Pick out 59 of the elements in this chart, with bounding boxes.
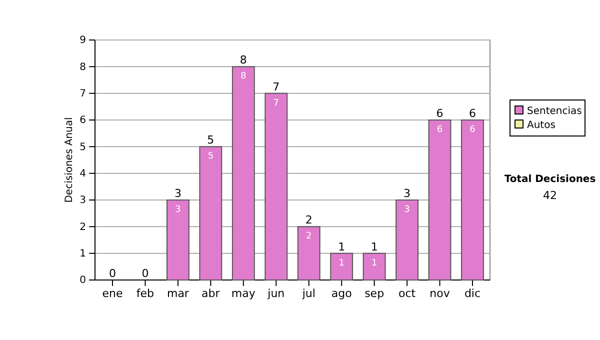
x-tick-label: mar: [166, 286, 190, 300]
y-tick-label: 0: [80, 275, 86, 286]
total-label: 0: [109, 267, 116, 280]
y-tick-label: 7: [80, 88, 86, 100]
y-tick-label: 5: [80, 142, 86, 153]
x-tick-label: oct: [398, 286, 416, 300]
total-label: 3: [404, 187, 411, 200]
total-label: 2: [305, 214, 312, 227]
x-tick-label: abr: [202, 286, 220, 300]
x-tick-label: ago: [331, 286, 352, 300]
x-tick-label: jul: [301, 286, 316, 300]
total-label: 5: [207, 134, 214, 147]
bar: [264, 92, 288, 280]
bar: [330, 252, 354, 280]
y-axis-title: Decisiones Anual: [64, 117, 75, 203]
y-tick-label: 3: [80, 195, 86, 206]
bar: [461, 120, 484, 280]
data-label: 7: [273, 98, 280, 108]
data-label: 3: [404, 205, 410, 215]
total-label: 1: [370, 240, 378, 254]
total-label: 1: [338, 240, 346, 254]
y-tick-label: 9: [80, 35, 86, 46]
data-label: 8: [240, 72, 247, 82]
data-label: 6: [470, 125, 476, 135]
x-tick-label: dic: [464, 286, 481, 300]
y-tick-label: 6: [80, 115, 86, 126]
bar: [199, 146, 222, 280]
bar: [232, 66, 255, 280]
data-label: 5: [208, 152, 214, 162]
text: 42: [543, 189, 557, 202]
bar: [362, 252, 386, 280]
data-label: 2: [306, 232, 312, 242]
x-tick-label: sep: [364, 286, 384, 300]
y-tick-label: 4: [80, 168, 86, 180]
legend-label: Autos: [527, 120, 556, 131]
y-tick-label: 8: [80, 62, 86, 73]
y-tick-label: 1: [80, 248, 86, 260]
data-label: 1: [338, 258, 344, 268]
total-label: 7: [272, 80, 280, 94]
x-tick-label: jun: [266, 286, 285, 300]
text: Total Decisiones: [504, 174, 596, 185]
bar: [166, 200, 190, 280]
bar: [297, 226, 320, 280]
x-tick-label: nov: [430, 286, 450, 300]
total-label: 6: [468, 107, 476, 120]
x-tick-label: feb: [136, 286, 154, 300]
data-label: 3: [175, 205, 181, 215]
y-tick-label: 2: [80, 222, 86, 233]
bar: [428, 120, 452, 280]
x-tick-label: ene: [102, 286, 123, 300]
total-label: 6: [436, 107, 444, 120]
bar: [396, 200, 419, 280]
total-label: 3: [174, 187, 182, 200]
total-label: 0: [142, 267, 149, 280]
legend-label: Sentencias: [527, 106, 582, 117]
x-tick-label: may: [231, 286, 256, 300]
data-label: 6: [436, 125, 443, 135]
data-label: 1: [371, 258, 378, 268]
total-label: 8: [240, 54, 247, 67]
